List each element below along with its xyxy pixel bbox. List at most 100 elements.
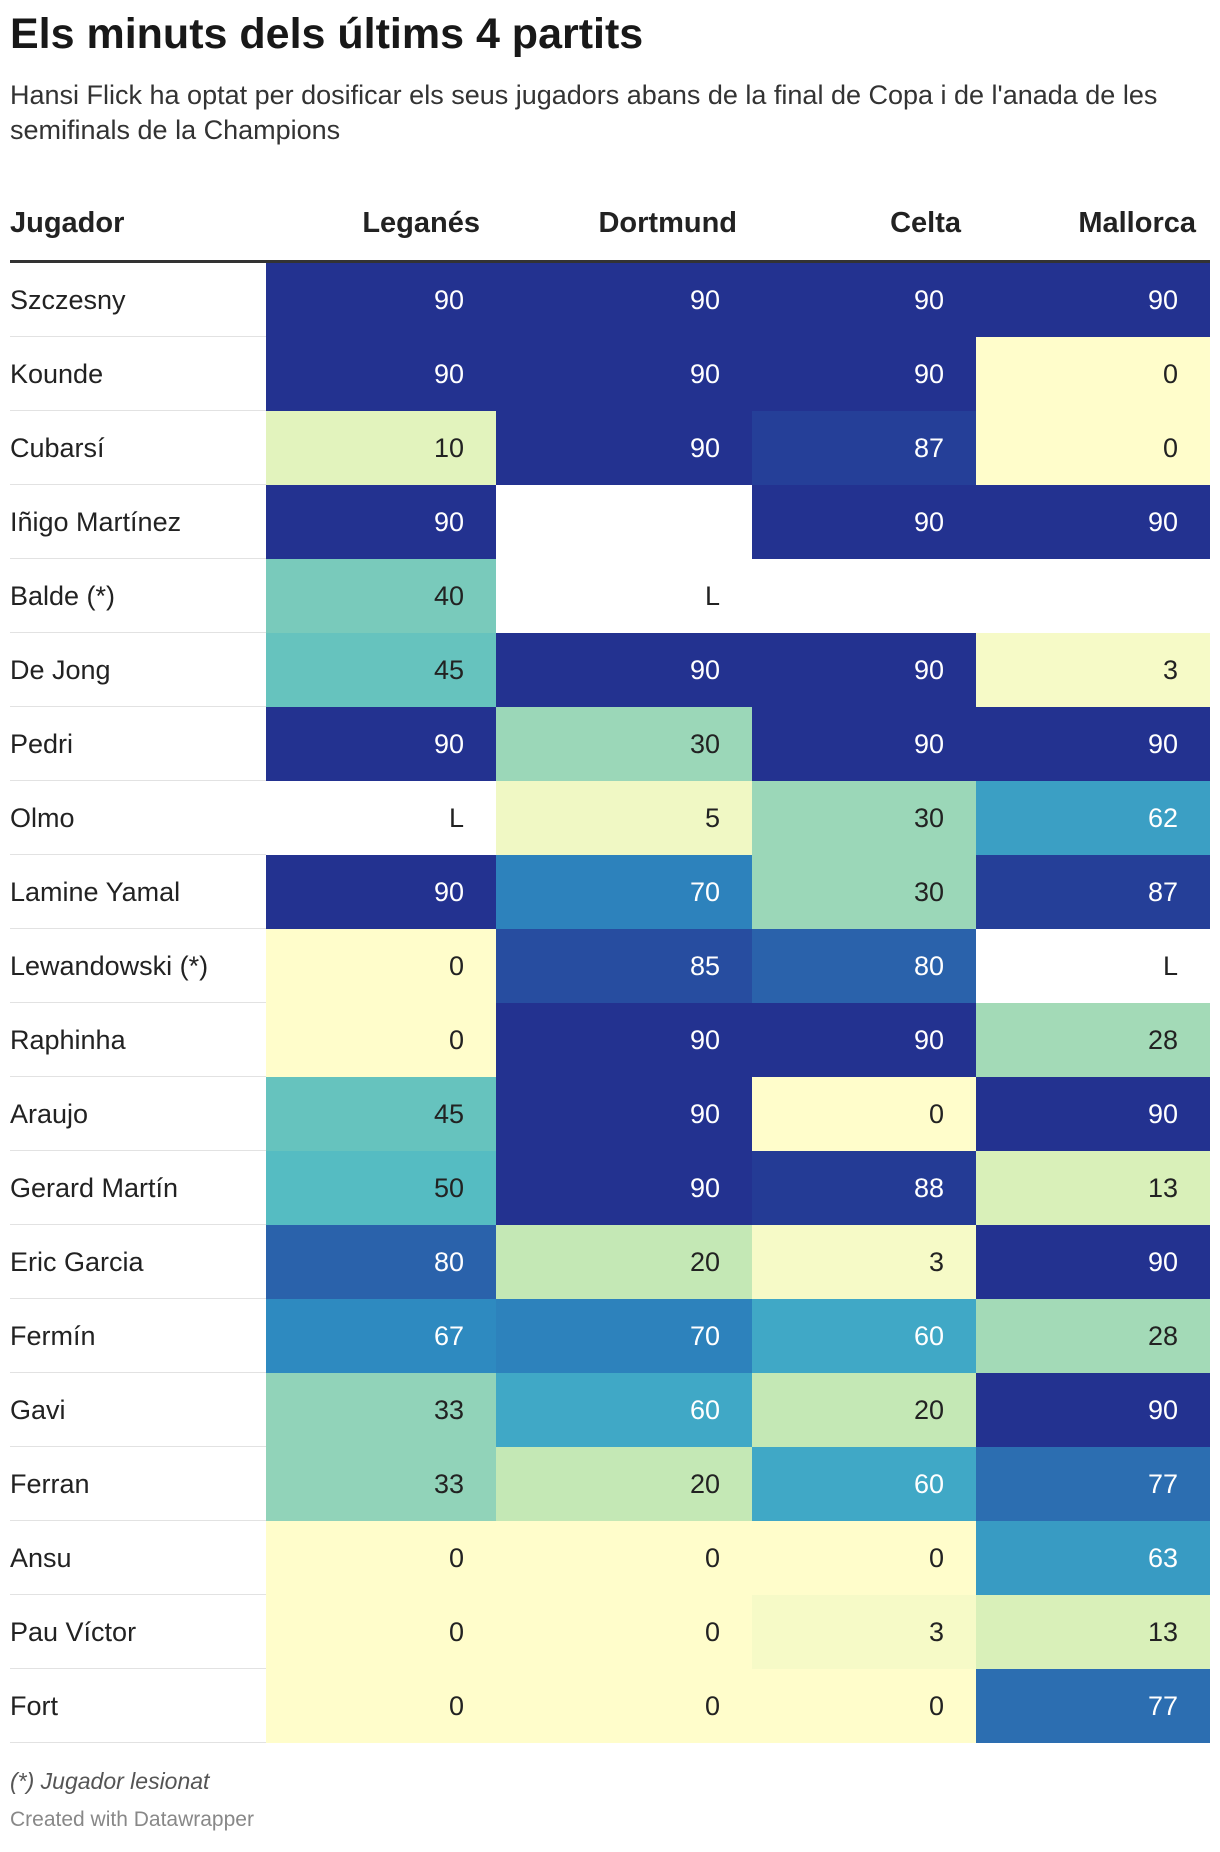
heatmap-cell: 0 bbox=[266, 1669, 496, 1743]
heatmap-cell: 90 bbox=[752, 707, 976, 781]
heatmap-cell: 90 bbox=[976, 707, 1210, 781]
heatmap-cell: 0 bbox=[752, 1077, 976, 1151]
table-header: Jugador Leganés Dortmund Celta Mallorca bbox=[10, 198, 1210, 263]
heatmap-cell: 45 bbox=[266, 1077, 496, 1151]
player-name: Pau Víctor bbox=[10, 1617, 137, 1647]
heatmap-cell: 5 bbox=[496, 781, 752, 855]
heatmap-cell: 90 bbox=[752, 1003, 976, 1077]
player-name: Olmo bbox=[10, 803, 75, 833]
heatmap-cell: 33 bbox=[266, 1447, 496, 1521]
heatmap-cell: 3 bbox=[976, 633, 1210, 707]
player-name: Araujo bbox=[10, 1099, 89, 1129]
player-name: Lewandowski (*) bbox=[10, 951, 209, 981]
table-row: Olmo L 5 30 62 bbox=[10, 781, 1210, 855]
heatmap-cell: 80 bbox=[266, 1225, 496, 1299]
heatmap-cell: 0 bbox=[976, 337, 1210, 411]
heatmap-cell: 90 bbox=[976, 263, 1210, 337]
heatmap-cell: 0 bbox=[496, 1595, 752, 1669]
table-row: Pedri 90 30 90 90 bbox=[10, 707, 1210, 781]
heatmap-cell: 90 bbox=[976, 1077, 1210, 1151]
heatmap-cell: 0 bbox=[976, 411, 1210, 485]
heatmap-cell bbox=[752, 559, 976, 633]
heatmap-cell: 60 bbox=[752, 1447, 976, 1521]
heatmap-cell: L bbox=[496, 559, 752, 633]
player-name: Gavi bbox=[10, 1395, 66, 1425]
column-header-leganes[interactable]: Leganés bbox=[362, 207, 480, 239]
table-row: Szczesny 90 90 90 90 bbox=[10, 263, 1210, 337]
heatmap-cell: 90 bbox=[976, 1373, 1210, 1447]
player-name: Gerard Martín bbox=[10, 1173, 179, 1203]
player-name: Ansu bbox=[10, 1543, 72, 1573]
heatmap-cell: 85 bbox=[496, 929, 752, 1003]
heatmap-cell: 13 bbox=[976, 1595, 1210, 1669]
heatmap-cell: 0 bbox=[496, 1521, 752, 1595]
heatmap-cell bbox=[496, 485, 752, 559]
heatmap-cell: 33 bbox=[266, 1373, 496, 1447]
heatmap-cell bbox=[976, 559, 1210, 633]
heatmap-cell: 28 bbox=[976, 1003, 1210, 1077]
table-row: Eric Garcia 80 20 3 90 bbox=[10, 1225, 1210, 1299]
heatmap-cell: 90 bbox=[496, 337, 752, 411]
heatmap-cell: 0 bbox=[266, 1003, 496, 1077]
heatmap-cell: 60 bbox=[752, 1299, 976, 1373]
heatmap-cell: 30 bbox=[752, 855, 976, 929]
table-row: Raphinha 0 90 90 28 bbox=[10, 1003, 1210, 1077]
heatmap-cell: 90 bbox=[266, 337, 496, 411]
heatmap-cell: 60 bbox=[496, 1373, 752, 1447]
heatmap-cell: 63 bbox=[976, 1521, 1210, 1595]
player-name: Kounde bbox=[10, 359, 104, 389]
heatmap-cell: 20 bbox=[752, 1373, 976, 1447]
table-row: Gerard Martín 50 90 88 13 bbox=[10, 1151, 1210, 1225]
table-row: Fort 0 0 0 77 bbox=[10, 1669, 1210, 1743]
player-name: Lamine Yamal bbox=[10, 877, 181, 907]
table-row: Ansu 0 0 0 63 bbox=[10, 1521, 1210, 1595]
heatmap-cell: 90 bbox=[496, 1151, 752, 1225]
player-name: Eric Garcia bbox=[10, 1247, 144, 1277]
heatmap-cell: 90 bbox=[976, 1225, 1210, 1299]
heatmap-cell: 10 bbox=[266, 411, 496, 485]
table-row: De Jong 45 90 90 3 bbox=[10, 633, 1210, 707]
heatmap-cell: 67 bbox=[266, 1299, 496, 1373]
heatmap-cell: 20 bbox=[496, 1447, 752, 1521]
table-row: Iñigo Martínez 90 90 90 bbox=[10, 485, 1210, 559]
heatmap-cell: 62 bbox=[976, 781, 1210, 855]
column-header-mallorca[interactable]: Mallorca bbox=[1078, 207, 1196, 239]
player-name: Iñigo Martínez bbox=[10, 507, 182, 537]
heatmap-cell: 90 bbox=[266, 263, 496, 337]
heatmap-cell: 3 bbox=[752, 1225, 976, 1299]
heatmap-cell: 0 bbox=[266, 1595, 496, 1669]
chart-title: Els minuts dels últims 4 partits bbox=[10, 10, 644, 58]
chart-subtitle: Hansi Flick ha optat per dosificar els s… bbox=[10, 80, 1158, 145]
table-row: Kounde 90 90 90 0 bbox=[10, 337, 1210, 411]
footnote: (*) Jugador lesionat bbox=[10, 1768, 210, 1794]
heatmap-cell: 80 bbox=[752, 929, 976, 1003]
heatmap-cell: 50 bbox=[266, 1151, 496, 1225]
credit: Created with Datawrapper bbox=[10, 1808, 254, 1831]
heatmap-cell: 90 bbox=[266, 707, 496, 781]
heatmap-cell: 0 bbox=[496, 1669, 752, 1743]
heatmap-cell: 3 bbox=[752, 1595, 976, 1669]
table-row: Lewandowski (*) 0 85 80 L bbox=[10, 929, 1210, 1003]
heatmap-cell: L bbox=[976, 929, 1210, 1003]
heatmap-cell: 87 bbox=[976, 855, 1210, 929]
heatmap-cell: L bbox=[266, 781, 496, 855]
player-name: De Jong bbox=[10, 655, 111, 685]
player-name: Balde (*) bbox=[10, 581, 116, 611]
heatmap-cell: 90 bbox=[976, 485, 1210, 559]
heatmap-cell: 90 bbox=[752, 263, 976, 337]
heatmap-cell: 0 bbox=[752, 1521, 976, 1595]
column-header-dortmund[interactable]: Dortmund bbox=[598, 207, 737, 239]
heatmap-cell: 90 bbox=[266, 855, 496, 929]
heatmap-cell: 90 bbox=[496, 263, 752, 337]
heatmap-cell: 90 bbox=[496, 1077, 752, 1151]
player-name: Fort bbox=[10, 1691, 59, 1721]
heatmap-cell: 30 bbox=[752, 781, 976, 855]
heatmap-cell: 87 bbox=[752, 411, 976, 485]
heatmap-cell: 28 bbox=[976, 1299, 1210, 1373]
heatmap-cell: 20 bbox=[496, 1225, 752, 1299]
heatmap-cell: 0 bbox=[266, 929, 496, 1003]
column-header-jugador[interactable]: Jugador bbox=[10, 207, 125, 239]
column-header-celta[interactable]: Celta bbox=[890, 207, 961, 239]
heatmap-cell: 90 bbox=[496, 411, 752, 485]
player-name: Cubarsí bbox=[10, 433, 105, 463]
